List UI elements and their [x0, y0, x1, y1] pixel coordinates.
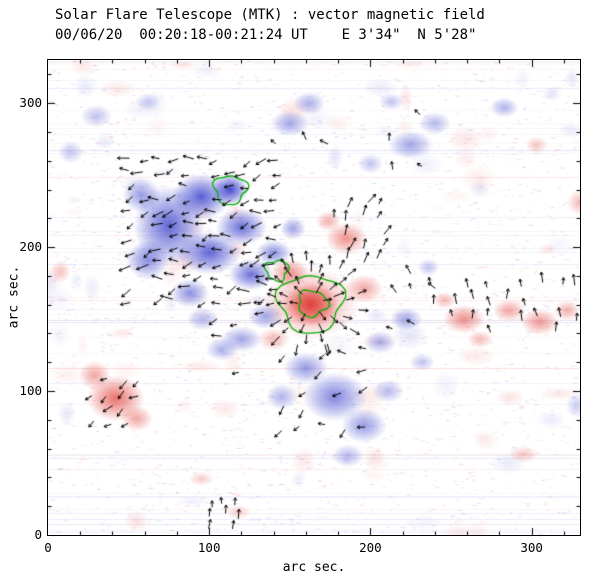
x-tick-label: 100: [197, 540, 221, 555]
x-axis-label: arc sec.: [282, 560, 346, 575]
y-tick-label: 200: [19, 239, 42, 255]
plot-title: Solar Flare Telescope (MTK) : vector mag…: [55, 7, 485, 23]
y-tick-label: 300: [19, 95, 42, 111]
plot-subtitle: 00/06/20 00:20:18-00:21:24 UT E 3'34" N …: [55, 27, 477, 43]
magnetogram-canvas: [48, 60, 580, 535]
y-tick-label: 0: [34, 527, 42, 542]
plot-frame: [47, 59, 581, 536]
x-tick-label: 0: [44, 540, 52, 555]
x-tick-label: 300: [520, 540, 543, 555]
y-axis-label: arc sec.: [6, 265, 22, 329]
x-tick-label: 200: [359, 540, 382, 555]
y-tick-label: 100: [19, 383, 42, 399]
